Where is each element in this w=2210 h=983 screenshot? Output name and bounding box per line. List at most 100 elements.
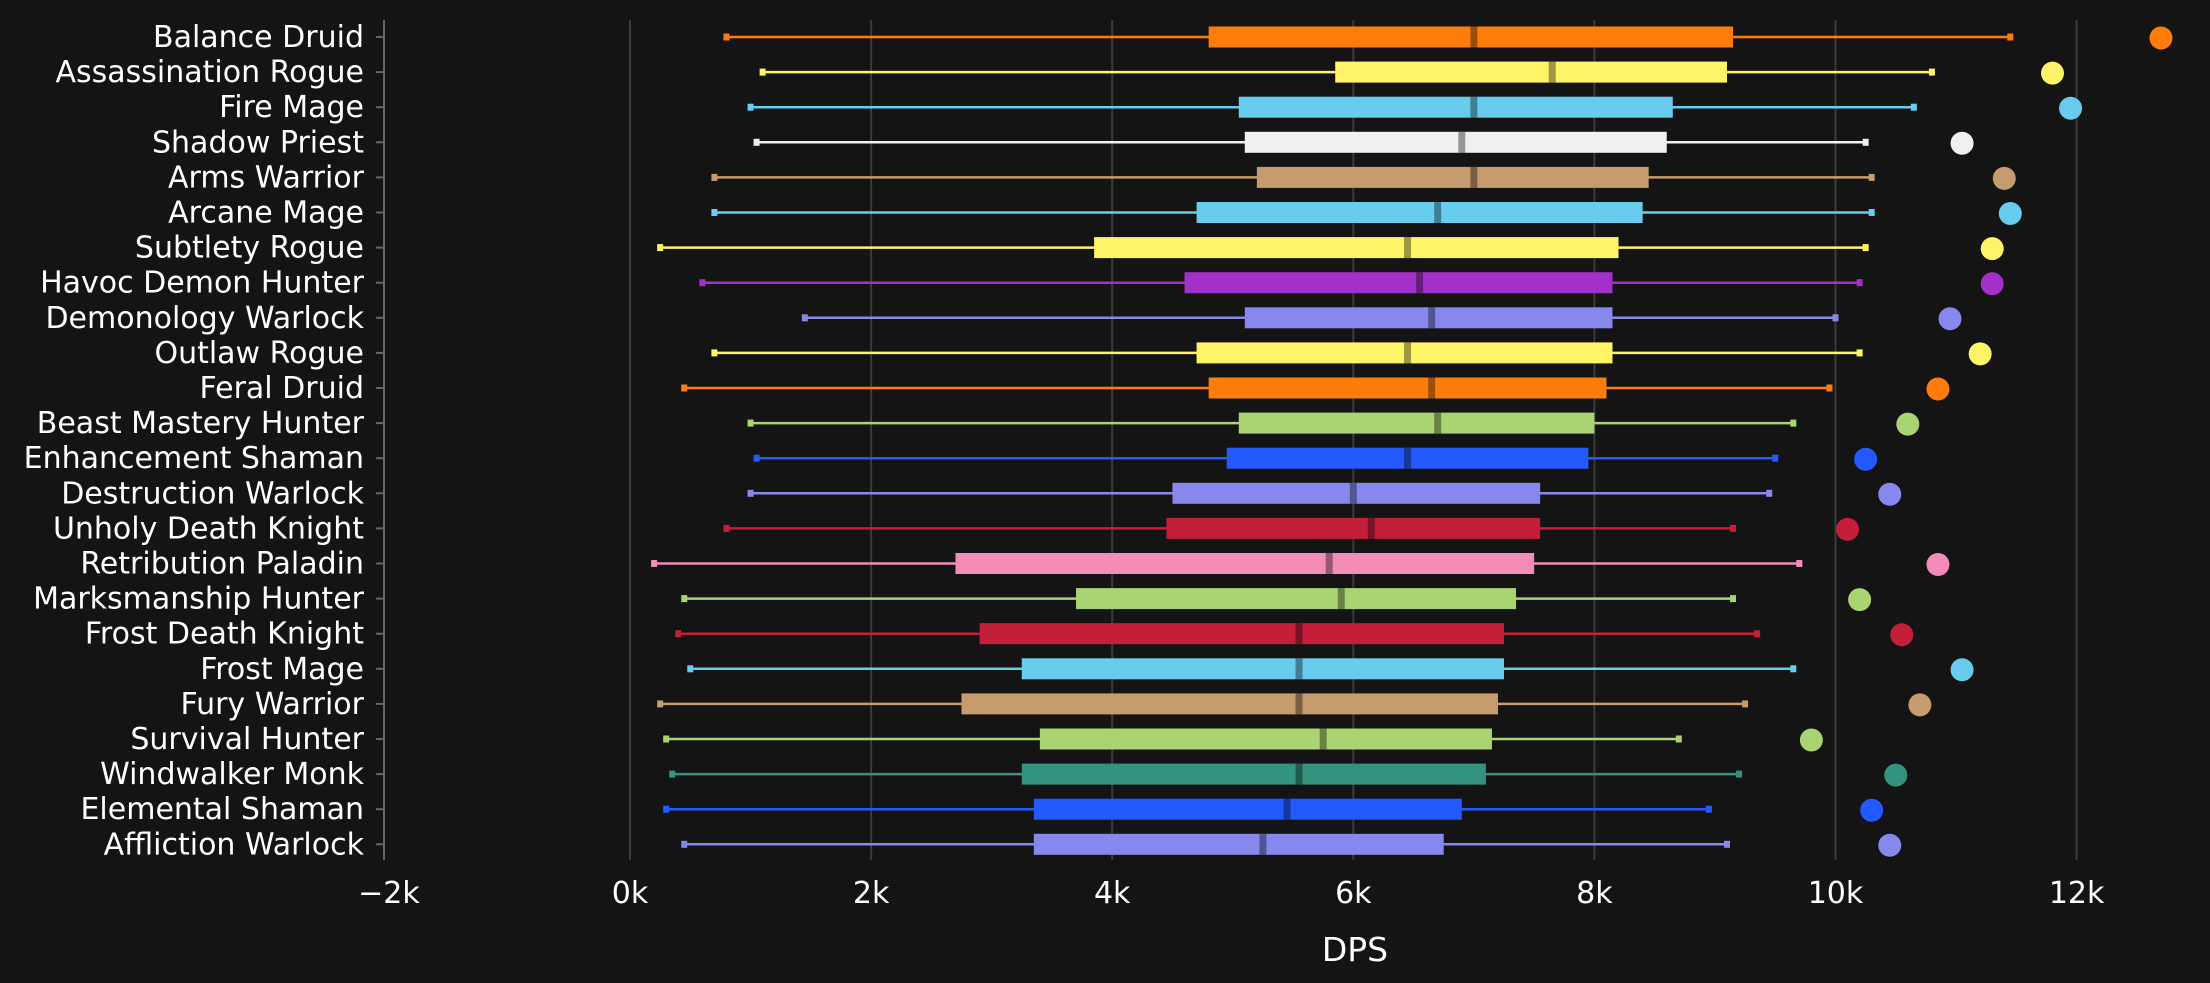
iqr-box bbox=[955, 553, 1535, 574]
whisker-cap-high bbox=[1754, 630, 1761, 638]
max-point bbox=[2149, 26, 2173, 50]
whisker-cap-high bbox=[1862, 244, 1869, 252]
iqr-box bbox=[1335, 61, 1728, 83]
box-group-havoc-demon-hunter bbox=[699, 272, 2004, 296]
category-label: Destruction Warlock bbox=[61, 476, 364, 511]
whisker-cap-low bbox=[753, 454, 760, 462]
whisker-cap-low bbox=[681, 840, 688, 848]
iqr-box bbox=[1244, 307, 1613, 329]
whisker-cap-low bbox=[801, 314, 808, 322]
max-point bbox=[1968, 342, 1992, 366]
whisker-cap-low bbox=[711, 173, 718, 181]
max-point bbox=[1854, 447, 1878, 471]
median-mark bbox=[1319, 728, 1327, 750]
iqr-box bbox=[1076, 588, 1517, 610]
iqr-box bbox=[1238, 96, 1673, 118]
box-series bbox=[651, 26, 2173, 857]
whisker-cap-low bbox=[657, 244, 664, 252]
category-label: Outlaw Rogue bbox=[154, 336, 364, 371]
iqr-box bbox=[1184, 272, 1613, 294]
iqr-box bbox=[1256, 166, 1649, 188]
median-mark bbox=[1470, 26, 1478, 48]
whisker-cap-low bbox=[681, 595, 688, 603]
whisker-cap-high bbox=[1675, 735, 1682, 743]
category-label: Balance Druid bbox=[153, 20, 364, 55]
median-mark bbox=[1416, 272, 1424, 294]
whisker-cap-high bbox=[1730, 524, 1737, 532]
box-group-arms-warrior bbox=[711, 166, 2016, 190]
max-point bbox=[1938, 307, 1962, 331]
whisker-cap-high bbox=[1862, 138, 1869, 146]
whisker-cap-high bbox=[1856, 279, 1863, 287]
x-axis-ticks: −2k 0k 2k 4k 6k 8k 10k 12k bbox=[358, 876, 2105, 911]
max-point bbox=[1926, 377, 1950, 401]
category-label: Havoc Demon Hunter bbox=[40, 266, 365, 301]
median-mark bbox=[1434, 412, 1442, 434]
category-label: Arcane Mage bbox=[168, 196, 364, 231]
median-mark bbox=[1337, 588, 1345, 610]
category-label: Windwalker Monk bbox=[100, 757, 365, 792]
box-group-elemental-shaman bbox=[663, 798, 1884, 822]
max-point bbox=[2059, 96, 2083, 120]
x-tick-label: 12k bbox=[2049, 876, 2105, 911]
whisker-cap-low bbox=[669, 770, 676, 778]
iqr-box bbox=[1226, 447, 1589, 469]
box-group-beast-mastery-hunter bbox=[747, 412, 1920, 436]
whisker-cap-high bbox=[1910, 103, 1917, 111]
category-label: Arms Warrior bbox=[168, 160, 365, 195]
box-group-feral-druid bbox=[681, 377, 1950, 401]
x-tick-label: 6k bbox=[1335, 876, 1372, 911]
median-mark bbox=[1295, 658, 1303, 680]
box-group-affliction-warlock bbox=[681, 833, 1902, 857]
iqr-box bbox=[979, 623, 1504, 645]
whisker-cap-high bbox=[1742, 700, 1749, 708]
whisker-cap-low bbox=[711, 209, 718, 216]
iqr-box bbox=[1166, 517, 1541, 539]
category-label: Enhancement Shaman bbox=[24, 441, 364, 476]
iqr-box bbox=[1033, 833, 1444, 855]
x-tick-label: 0k bbox=[612, 876, 649, 911]
category-label: Frost Mage bbox=[200, 652, 364, 687]
iqr-box bbox=[1021, 658, 1504, 680]
category-label: Assassination Rogue bbox=[55, 55, 364, 90]
whisker-cap-low bbox=[663, 735, 670, 743]
category-label: Subtlety Rogue bbox=[135, 231, 364, 266]
whisker-cap-high bbox=[1856, 349, 1863, 357]
max-point bbox=[1998, 202, 2022, 225]
whisker-cap-low bbox=[711, 349, 718, 357]
category-label: Retribution Paladin bbox=[80, 547, 364, 582]
median-mark bbox=[1367, 517, 1375, 539]
iqr-box bbox=[1172, 482, 1541, 504]
median-mark bbox=[1349, 482, 1357, 504]
whisker-cap-low bbox=[723, 524, 730, 532]
whisker-cap-low bbox=[747, 103, 754, 111]
whisker-cap-high bbox=[1790, 419, 1797, 427]
max-point bbox=[1926, 553, 1950, 576]
median-mark bbox=[1470, 166, 1478, 188]
category-label: Unholy Death Knight bbox=[53, 511, 364, 546]
max-point bbox=[1896, 412, 1920, 436]
max-point bbox=[1950, 131, 1974, 155]
whisker-cap-low bbox=[663, 805, 670, 813]
box-group-shadow-priest bbox=[753, 131, 1974, 155]
median-mark bbox=[1434, 202, 1442, 223]
x-tick-label: 8k bbox=[1576, 876, 1613, 911]
whisker-cap-high bbox=[1868, 173, 1875, 181]
category-label: Marksmanship Hunter bbox=[33, 582, 365, 617]
box-group-enhancement-shaman bbox=[753, 447, 1878, 471]
median-mark bbox=[1404, 237, 1412, 259]
max-point bbox=[1799, 728, 1823, 752]
box-group-destruction-warlock bbox=[747, 482, 1902, 506]
whisker-cap-low bbox=[687, 665, 694, 673]
category-label: Beast Mastery Hunter bbox=[37, 406, 365, 441]
whisker-cap-high bbox=[1790, 665, 1797, 673]
x-axis-title: DPS bbox=[1322, 930, 1388, 969]
iqr-box bbox=[1094, 237, 1619, 259]
box-group-fury-warrior bbox=[657, 693, 1932, 717]
box-group-windwalker-monk bbox=[669, 763, 1908, 787]
box-group-outlaw-rogue bbox=[711, 342, 1992, 366]
max-point bbox=[1836, 517, 1860, 541]
category-label: Fury Warrior bbox=[180, 687, 364, 722]
